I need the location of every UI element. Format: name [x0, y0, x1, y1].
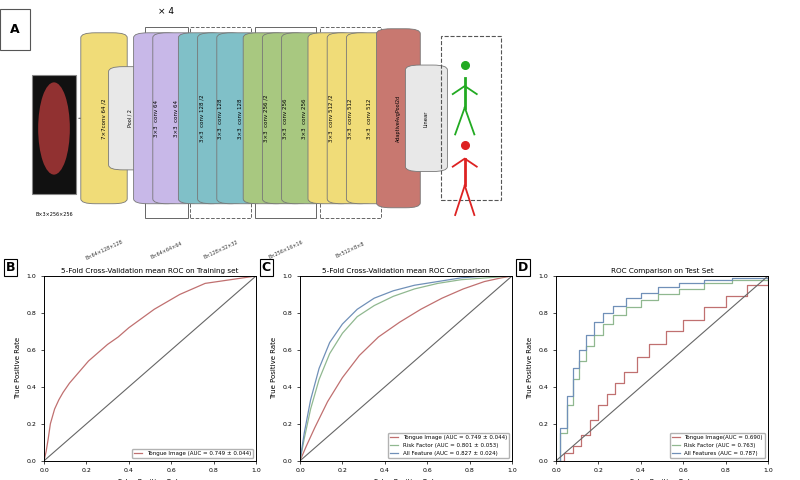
Text: 3×3  conv 128 /2: 3×3 conv 128 /2	[199, 95, 204, 142]
Bar	[255, 27, 316, 218]
Text: 3×3  conv 512: 3×3 conv 512	[348, 98, 353, 139]
Bar	[145, 27, 188, 218]
Bar	[190, 27, 251, 218]
Text: 3×3  conv 128: 3×3 conv 128	[238, 98, 242, 139]
Title: 5-Fold Cross-Validation mean ROC Comparison: 5-Fold Cross-Validation mean ROC Compari…	[322, 268, 490, 274]
FancyBboxPatch shape	[0, 10, 30, 50]
Text: B×128×32×32: B×128×32×32	[202, 240, 239, 260]
Text: 3×3  conv 64: 3×3 conv 64	[174, 100, 178, 137]
Title: 5-Fold Cross-Validation mean ROC on Training set: 5-Fold Cross-Validation mean ROC on Trai…	[62, 268, 238, 274]
X-axis label: False Positive Rate: False Positive Rate	[630, 479, 694, 480]
FancyBboxPatch shape	[81, 33, 127, 204]
Text: Pool / 2: Pool / 2	[127, 109, 132, 127]
Y-axis label: True Positive Rate: True Positive Rate	[527, 337, 533, 399]
Ellipse shape	[38, 83, 70, 175]
FancyBboxPatch shape	[308, 33, 354, 204]
FancyBboxPatch shape	[346, 33, 393, 204]
FancyBboxPatch shape	[178, 33, 225, 204]
Y-axis label: True Positive Rate: True Positive Rate	[15, 337, 21, 399]
Text: × 4: × 4	[158, 7, 174, 16]
Legend: Tongue Image(AUC = 0.690), Risk Factor (AUC = 0.763), All Features (AUC = 0.787): Tongue Image(AUC = 0.690), Risk Factor (…	[670, 433, 766, 458]
FancyBboxPatch shape	[243, 33, 290, 204]
Text: A: A	[10, 23, 20, 36]
Bar	[32, 75, 76, 193]
Text: Linear: Linear	[424, 110, 429, 127]
FancyBboxPatch shape	[262, 33, 309, 204]
FancyBboxPatch shape	[327, 33, 374, 204]
Text: 7×7conv 64 /2: 7×7conv 64 /2	[102, 98, 106, 139]
Bar	[320, 27, 381, 218]
Text: 3×3  conv 128: 3×3 conv 128	[218, 98, 223, 139]
FancyBboxPatch shape	[217, 33, 263, 204]
Text: C: C	[262, 261, 271, 274]
Text: 3×3  conv 256: 3×3 conv 256	[302, 98, 307, 139]
Text: 3×3  conv 256 /2: 3×3 conv 256 /2	[264, 95, 269, 142]
FancyBboxPatch shape	[134, 33, 180, 204]
Title: ROC Comparison on Test Set: ROC Comparison on Test Set	[610, 268, 714, 274]
FancyBboxPatch shape	[153, 33, 199, 204]
Text: 3×3  conv 512 /2: 3×3 conv 512 /2	[329, 95, 334, 142]
Text: B×64×64×64: B×64×64×64	[150, 240, 183, 260]
Text: 3×3  conv 256: 3×3 conv 256	[283, 98, 288, 139]
Legend: Tongue Image (AUC = 0.749 ± 0.044): Tongue Image (AUC = 0.749 ± 0.044)	[132, 449, 254, 458]
Text: B: B	[6, 261, 15, 274]
Text: D: D	[518, 261, 528, 274]
Y-axis label: True Positive Rate: True Positive Rate	[271, 337, 277, 399]
Text: 3×3  conv 512: 3×3 conv 512	[367, 98, 372, 139]
Text: B×256×16×16: B×256×16×16	[267, 240, 304, 260]
FancyBboxPatch shape	[109, 67, 150, 170]
Text: AdaptiveAvgPool2d: AdaptiveAvgPool2d	[396, 95, 401, 142]
FancyBboxPatch shape	[377, 29, 420, 208]
Text: B×3×256×256: B×3×256×256	[35, 212, 73, 217]
FancyBboxPatch shape	[198, 33, 244, 204]
X-axis label: False Positive Rate: False Positive Rate	[374, 479, 438, 480]
FancyBboxPatch shape	[282, 33, 328, 204]
FancyBboxPatch shape	[406, 65, 447, 171]
Text: B×64×128×128: B×64×128×128	[85, 239, 123, 261]
X-axis label: False Positive Rate: False Positive Rate	[118, 479, 182, 480]
Text: B×512×8×8: B×512×8×8	[335, 241, 366, 259]
Text: 3×3  conv 64: 3×3 conv 64	[154, 100, 159, 137]
Legend: Tongue Image (AUC = 0.749 ± 0.044), Risk Factor (AUC = 0.801 ± 0.053), All Featu: Tongue Image (AUC = 0.749 ± 0.044), Risk…	[388, 433, 510, 458]
